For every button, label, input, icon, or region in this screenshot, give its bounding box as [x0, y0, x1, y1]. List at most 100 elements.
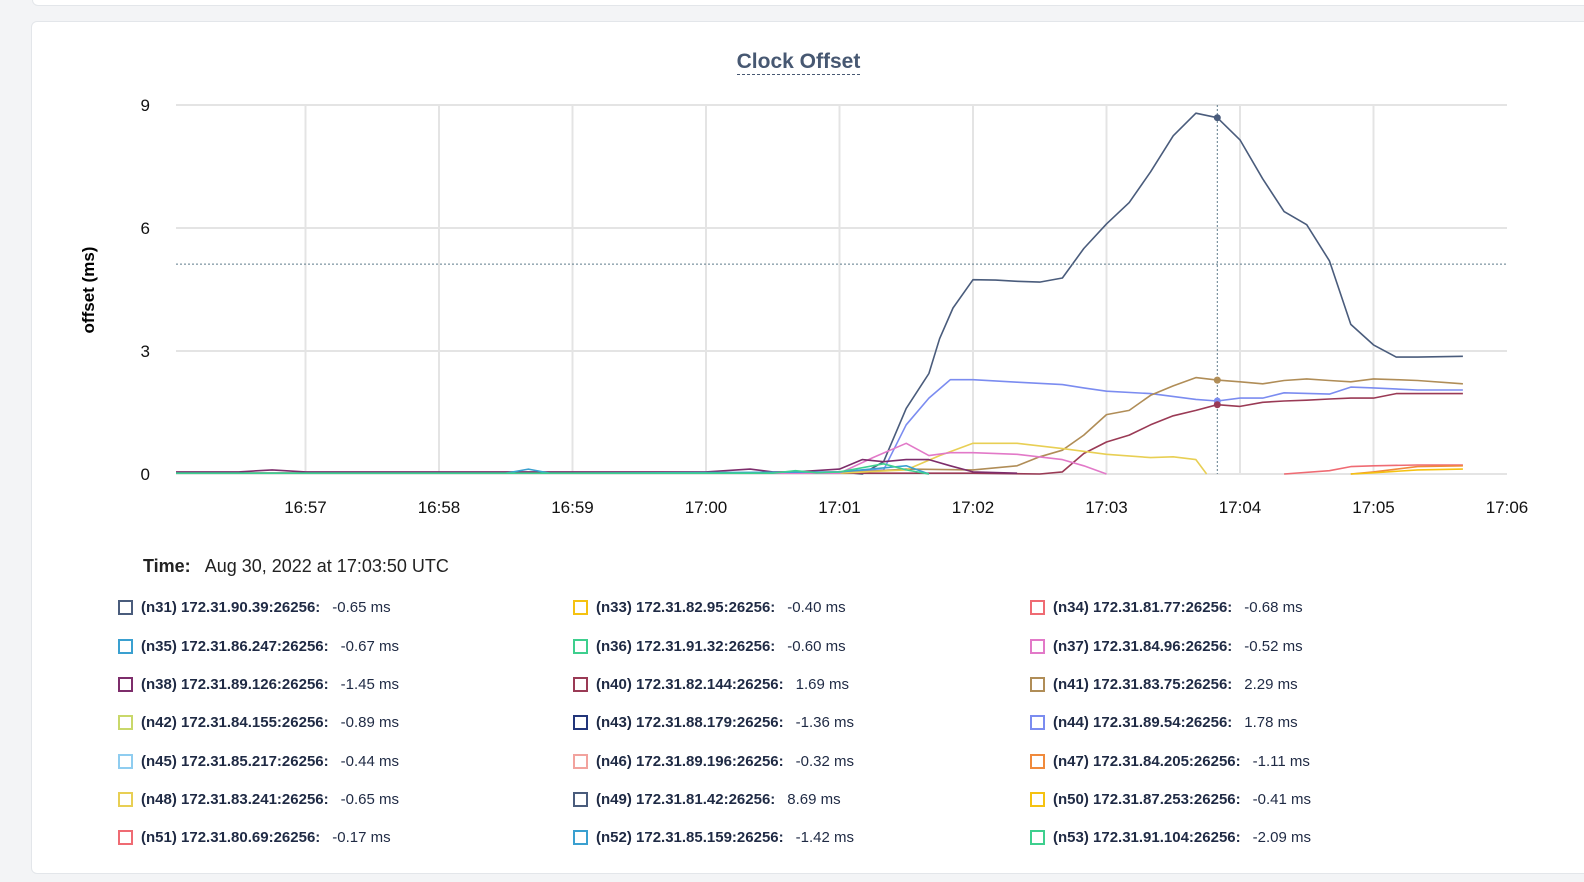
legend-swatch[interactable]	[118, 714, 133, 730]
legend-swatch[interactable]	[573, 753, 588, 769]
legend-item[interactable]: (n48) 172.31.83.241:26256: -0.65 ms	[118, 789, 399, 809]
legend-node-name: (n37) 172.31.84.96:26256:	[1053, 637, 1233, 655]
legend-node-name: (n34) 172.31.81.77:26256:	[1053, 598, 1233, 616]
x-tick-label: 17:00	[685, 498, 728, 517]
legend-item[interactable]: (n36) 172.31.91.32:26256: -0.60 ms	[573, 636, 846, 656]
legend-swatch[interactable]	[118, 599, 133, 615]
legend-item[interactable]: (n37) 172.31.84.96:26256: -0.52 ms	[1030, 636, 1303, 656]
legend-item[interactable]: (n53) 172.31.91.104:26256: -2.09 ms	[1030, 827, 1311, 847]
chart-title-text[interactable]: Clock Offset	[736, 50, 861, 75]
legend-node-value: -0.67 ms	[340, 637, 399, 655]
legend-item[interactable]: (n35) 172.31.86.247:26256: -0.67 ms	[118, 636, 399, 656]
legend-node-value: 1.69 ms	[795, 675, 849, 693]
series-line[interactable]	[1350, 468, 1463, 475]
legend-item[interactable]: (n50) 172.31.87.253:26256: -0.41 ms	[1030, 789, 1311, 809]
legend-item[interactable]: (n38) 172.31.89.126:26256: -1.45 ms	[118, 674, 399, 694]
x-tick-label: 16:59	[551, 498, 594, 517]
legend-node-name: (n40) 172.31.82.144:26256:	[596, 675, 784, 693]
legend-node-value: -0.52 ms	[1244, 637, 1303, 655]
legend-swatch[interactable]	[1030, 714, 1045, 730]
hover-point	[1213, 376, 1221, 384]
legend-swatch[interactable]	[1030, 638, 1045, 654]
legend-node-value: -0.44 ms	[340, 752, 399, 770]
legend-item[interactable]: (n46) 172.31.89.196:26256: -0.32 ms	[573, 751, 854, 771]
legend-item[interactable]: (n40) 172.31.82.144:26256: 1.69 ms	[573, 674, 849, 694]
legend-node-name: (n45) 172.31.85.217:26256:	[141, 752, 329, 770]
legend-swatch[interactable]	[1030, 791, 1045, 807]
legend-swatch[interactable]	[118, 791, 133, 807]
y-tick-label: 3	[141, 342, 150, 361]
legend-item[interactable]: (n49) 172.31.81.42:26256: 8.69 ms	[573, 789, 841, 809]
legend-swatch[interactable]	[573, 829, 588, 845]
legend-node-value: -0.60 ms	[787, 637, 846, 655]
legend-item[interactable]: (n45) 172.31.85.217:26256: -0.44 ms	[118, 751, 399, 771]
series-line[interactable]	[176, 112, 1463, 475]
legend-node-name: (n42) 172.31.84.155:26256:	[141, 713, 329, 731]
legend-swatch[interactable]	[573, 791, 588, 807]
legend-swatch[interactable]	[573, 638, 588, 654]
series-line[interactable]	[176, 442, 1107, 475]
legend-node-name: (n44) 172.31.89.54:26256:	[1053, 713, 1233, 731]
legend-swatch[interactable]	[1030, 599, 1045, 615]
legend-node-value: -0.89 ms	[340, 713, 399, 731]
legend-node-value: -0.68 ms	[1244, 598, 1303, 616]
x-tick-label: 16:57	[284, 498, 327, 517]
legend-item[interactable]: (n43) 172.31.88.179:26256: -1.36 ms	[573, 712, 854, 732]
legend-node-value: -0.40 ms	[787, 598, 846, 616]
legend-swatch[interactable]	[573, 714, 588, 730]
time-label: Time:	[143, 556, 191, 576]
hover-crosshair	[176, 105, 1507, 474]
series-line[interactable]	[176, 392, 1463, 475]
legend-node-value: -0.32 ms	[795, 752, 854, 770]
series-line[interactable]	[176, 442, 1208, 475]
legend-node-name: (n33) 172.31.82.95:26256:	[596, 598, 776, 616]
y-tick-label: 9	[141, 96, 150, 115]
x-tick-label: 17:04	[1219, 498, 1262, 517]
legend-node-value: -1.45 ms	[340, 675, 399, 693]
clock-offset-chart[interactable]: 0 3 6 9 16:57 16:58 16:59 17:00 17:01 17:02 17:03…	[0, 0, 1584, 550]
series-line[interactable]	[176, 376, 1463, 475]
legend-swatch[interactable]	[118, 676, 133, 692]
legend-node-value: -0.65 ms	[332, 598, 391, 616]
x-tick-label: 17:05	[1352, 498, 1395, 517]
hover-point	[1213, 401, 1221, 409]
legend-node-name: (n51) 172.31.80.69:26256:	[141, 828, 321, 846]
legend-item[interactable]: (n42) 172.31.84.155:26256: -0.89 ms	[118, 712, 399, 732]
legend-swatch[interactable]	[1030, 829, 1045, 845]
x-tick-label: 17:01	[818, 498, 861, 517]
legend-node-name: (n46) 172.31.89.196:26256:	[596, 752, 784, 770]
legend-item[interactable]: (n51) 172.31.80.69:26256: -0.17 ms	[118, 827, 391, 847]
legend-swatch[interactable]	[118, 753, 133, 769]
series-line[interactable]	[176, 462, 930, 475]
hover-point	[1213, 114, 1221, 122]
legend-item[interactable]: (n52) 172.31.85.159:26256: -1.42 ms	[573, 827, 854, 847]
legend-item[interactable]: (n33) 172.31.82.95:26256: -0.40 ms	[573, 597, 846, 617]
legend-swatch[interactable]	[573, 676, 588, 692]
legend-node-name: (n43) 172.31.88.179:26256:	[596, 713, 784, 731]
y-axis-label: offset (ms)	[79, 247, 98, 334]
legend-item[interactable]: (n41) 172.31.83.75:26256: 2.29 ms	[1030, 674, 1298, 694]
legend-node-name: (n36) 172.31.91.32:26256:	[596, 637, 776, 655]
legend-swatch[interactable]	[1030, 676, 1045, 692]
legend-swatch[interactable]	[118, 829, 133, 845]
series-line[interactable]	[176, 378, 1463, 475]
legend-node-value: 2.29 ms	[1244, 675, 1298, 693]
legend-item[interactable]: (n31) 172.31.90.39:26256: -0.65 ms	[118, 597, 391, 617]
grid-lines	[176, 104, 1507, 475]
time-value: Aug 30, 2022 at 17:03:50 UTC	[204, 556, 449, 576]
series-line[interactable]	[1284, 464, 1463, 475]
legend-node-name: (n50) 172.31.87.253:26256:	[1053, 790, 1241, 808]
legend-item[interactable]: (n44) 172.31.89.54:26256: 1.78 ms	[1030, 712, 1298, 732]
legend-node-value: -2.09 ms	[1252, 828, 1311, 846]
y-tick-label: 6	[141, 219, 150, 238]
time-row: Time: Aug 30, 2022 at 17:03:50 UTC	[143, 556, 449, 577]
legend-node-name: (n53) 172.31.91.104:26256:	[1053, 828, 1241, 846]
chart-title[interactable]: Clock Offset	[0, 50, 1584, 75]
legend-swatch[interactable]	[118, 638, 133, 654]
legend-item[interactable]: (n34) 172.31.81.77:26256: -0.68 ms	[1030, 597, 1303, 617]
series-lines[interactable]	[176, 112, 1463, 475]
x-axis-ticks: 16:57 16:58 16:59 17:00 17:01 17:02 17:03 17:04…	[284, 498, 1528, 517]
legend-swatch[interactable]	[573, 599, 588, 615]
legend-item[interactable]: (n47) 172.31.84.205:26256: -1.11 ms	[1030, 751, 1310, 771]
legend-swatch[interactable]	[1030, 753, 1045, 769]
